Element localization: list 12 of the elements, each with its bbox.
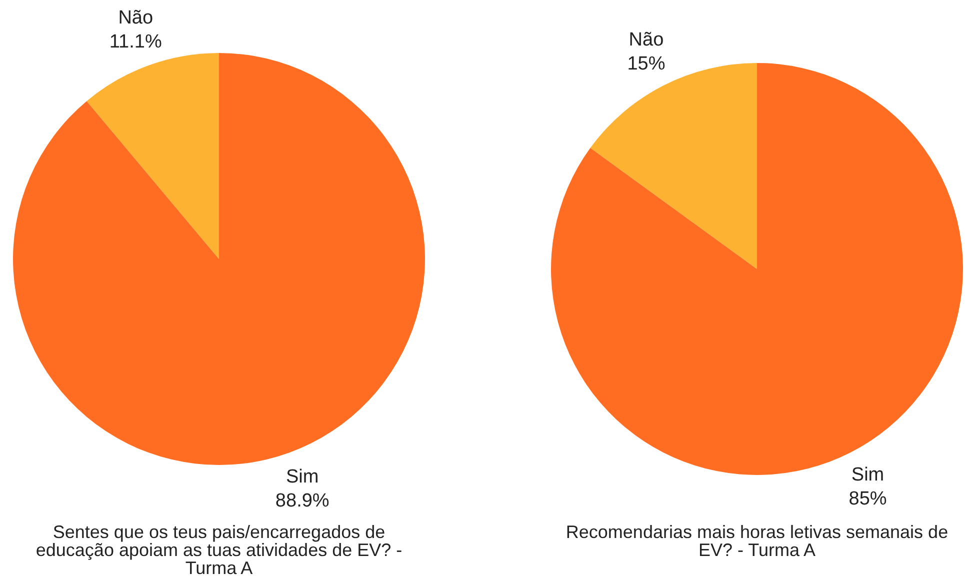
slice-label: Sim [286,466,319,488]
data-label: 85% [848,488,887,510]
slice-label: Não [628,30,664,51]
text: Recomendarias mais horas letivas semanais de EV? - Turma A [566,522,948,560]
text: Sentes que os teus pais/encarregados de educação apoiam as tuas atividades de EV? - Turma A [36,522,402,578]
pie-slice [86,53,219,259]
slice-label: Não [118,8,154,29]
slice-label: Sim [851,464,884,486]
data-label: 15% [627,54,666,75]
data-label: 88.9% [275,490,330,512]
pie-slice [13,53,425,465]
data-label: 11.1% [109,32,162,53]
